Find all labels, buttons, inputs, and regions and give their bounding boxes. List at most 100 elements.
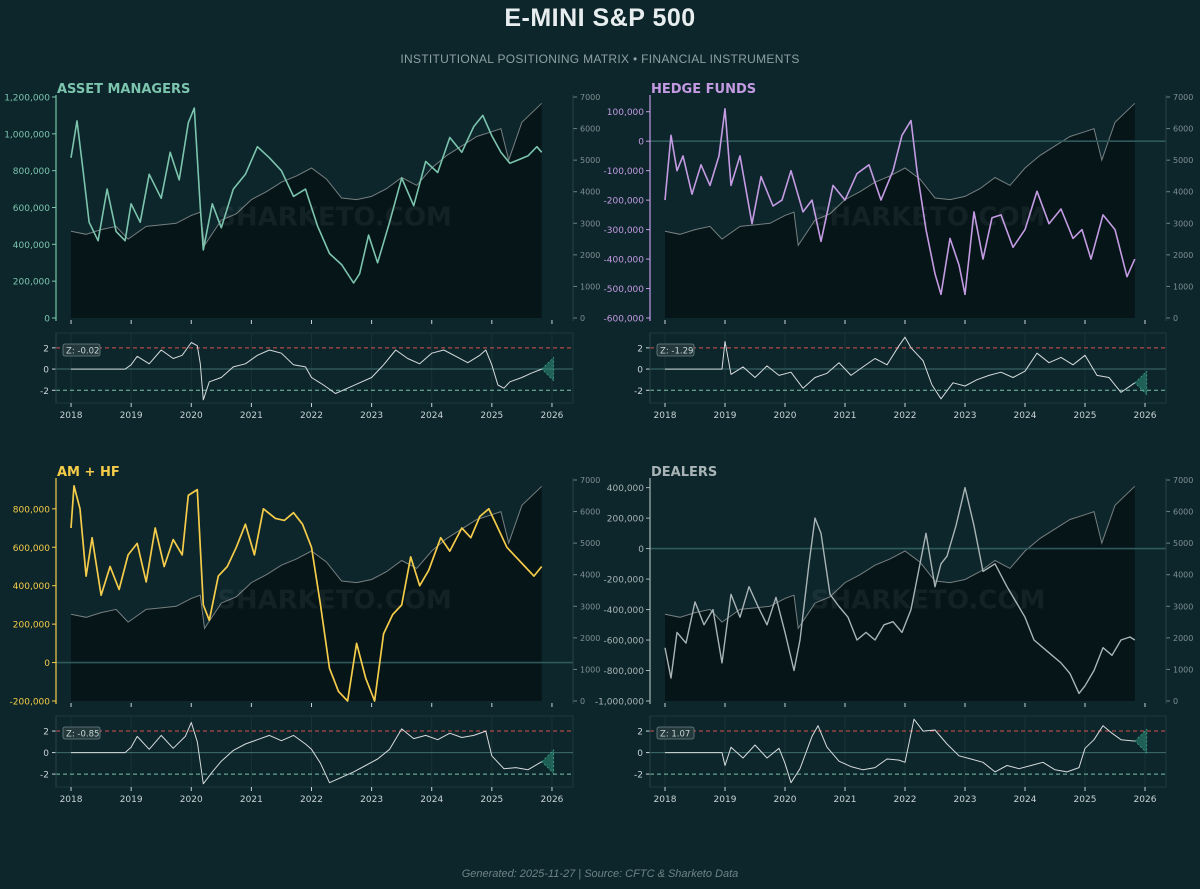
left-tick-label: -200,000 (604, 197, 645, 207)
left-tick-label: -200,000 (604, 576, 645, 586)
left-tick-label: 1,200,000 (4, 94, 50, 104)
x-tick-label: 2023 (954, 795, 977, 805)
x-tick-label: 2022 (300, 795, 323, 805)
net-position-line (70, 107, 543, 284)
x-tick-label: 2019 (714, 411, 737, 421)
right-tick-label: 6000 (580, 125, 600, 134)
x-tick-label: 2025 (1074, 795, 1097, 805)
page-subtitle: INSTITUTIONAL POSITIONING MATRIX • FINAN… (400, 52, 800, 66)
zscore-area (55, 332, 574, 404)
right-tick-label: 5000 (1173, 156, 1193, 165)
zscore-y-label: 2 (637, 728, 643, 738)
left-tick-label: 400,000 (13, 241, 50, 251)
forecast-cone (1134, 728, 1148, 754)
x-tick-label: 2025 (480, 411, 503, 421)
x-tick-label: 2018 (60, 411, 83, 421)
x-tick-label: 2026 (1134, 795, 1157, 805)
net-position-line (70, 484, 543, 702)
left-tick-label: -800,000 (604, 667, 645, 677)
zscore-y-label: -2 (634, 771, 643, 781)
left-tick-label: 600,000 (13, 204, 50, 214)
right-tick-label: 1000 (580, 665, 600, 674)
zscore-y-label: -2 (40, 387, 49, 397)
right-tick-label: 0 (580, 314, 585, 323)
panel-title: HEDGE FUNDS (651, 82, 756, 97)
x-tick-label: 2022 (300, 411, 323, 421)
zscore-badge (656, 726, 695, 740)
left-tick-label: 800,000 (13, 167, 50, 177)
right-tick-label: 7000 (1173, 93, 1193, 102)
right-tick-label: 1000 (580, 282, 600, 291)
panel-title: ASSET MANAGERS (57, 82, 190, 97)
right-tick-label: 2000 (580, 634, 600, 643)
x-tick-label: 2019 (714, 795, 737, 805)
x-tick-label: 2021 (240, 411, 263, 421)
net-position-line (664, 108, 1136, 296)
footer-note: Generated: 2025-11-27 | Source: CFTC & S… (461, 868, 739, 880)
sp500-area (71, 103, 542, 318)
right-tick-label: 6000 (1173, 508, 1193, 517)
right-tick-label: 5000 (580, 156, 600, 165)
x-tick-label: 2023 (954, 411, 977, 421)
x-tick-label: 2025 (1074, 411, 1097, 421)
x-tick-label: 2025 (480, 795, 503, 805)
x-tick-label: 2026 (1134, 411, 1157, 421)
x-tick-label: 2021 (834, 795, 857, 805)
panel-am-hf: AM + HF SHARKETO.COM -200,000 0 200,000 400,0… (10, 465, 601, 805)
left-tick-label: 400,000 (607, 484, 644, 494)
left-tick-label: -600,000 (604, 637, 645, 647)
zscore-value: Z: -1.29 (660, 347, 693, 357)
x-tick-label: 2026 (541, 411, 564, 421)
right-tick-label: 2000 (580, 251, 600, 260)
zscore-value: Z: -0.85 (66, 730, 99, 740)
zscore-line (71, 342, 542, 401)
forecast-cone (1134, 370, 1148, 396)
left-tick-label: 200,000 (13, 278, 50, 288)
zscore-area (55, 715, 574, 788)
watermark: SHARKETO.COM (217, 586, 452, 616)
zscore-line (665, 336, 1136, 400)
watermark: SHARKETO.COM (811, 203, 1046, 233)
right-tick-label: 4000 (1173, 188, 1193, 197)
zscore-area (649, 332, 1167, 404)
left-tick-label: -400,000 (604, 606, 645, 616)
left-tick-label: 200,000 (13, 621, 50, 631)
right-tick-label: 1000 (1173, 282, 1193, 291)
zscore-y-label: -2 (40, 771, 49, 781)
left-tick-label: 0 (44, 659, 50, 669)
right-tick-label: 5000 (1173, 539, 1193, 548)
right-tick-label: 0 (580, 697, 585, 706)
sp500-area (665, 486, 1135, 701)
zscore-y-label: 0 (43, 366, 49, 376)
panel-dealers: DEALERS SHARKETO.COM -1,000,000 -800,000 -60… (595, 465, 1193, 805)
x-tick-label: 2024 (420, 411, 443, 421)
zscore-line (665, 718, 1135, 784)
right-tick-label: 2000 (1173, 634, 1193, 643)
left-tick-label: 0 (44, 315, 50, 325)
zscore-y-label: 0 (637, 366, 643, 376)
sp500-line (70, 485, 543, 630)
right-tick-label: 7000 (580, 476, 600, 485)
forecast-cone (541, 356, 555, 382)
x-tick-label: 2022 (894, 795, 917, 805)
right-tick-label: 3000 (1173, 602, 1193, 611)
right-tick-label: 4000 (580, 188, 600, 197)
x-tick-label: 2023 (360, 411, 383, 421)
right-tick-label: 4000 (1173, 571, 1193, 580)
page-title: E-MINI S&P 500 (504, 4, 696, 32)
x-tick-label: 2018 (60, 795, 83, 805)
forecast-cone (541, 749, 555, 775)
panel-asset-managers: ASSET MANAGERS SHARKETO.COM 0 200,000 400,00… (4, 82, 600, 421)
left-tick-label: -500,000 (604, 285, 645, 295)
left-tick-label: 0 (638, 545, 644, 555)
zscore-badge (656, 343, 695, 357)
x-tick-label: 2020 (180, 795, 203, 805)
zscore-y-label: -2 (634, 387, 643, 397)
x-tick-label: 2020 (774, 795, 797, 805)
right-tick-label: 2000 (1173, 251, 1193, 260)
panel-title: DEALERS (651, 465, 717, 480)
left-tick-label: -300,000 (604, 226, 645, 236)
x-tick-label: 2019 (120, 795, 143, 805)
sp500-line (664, 485, 1136, 630)
